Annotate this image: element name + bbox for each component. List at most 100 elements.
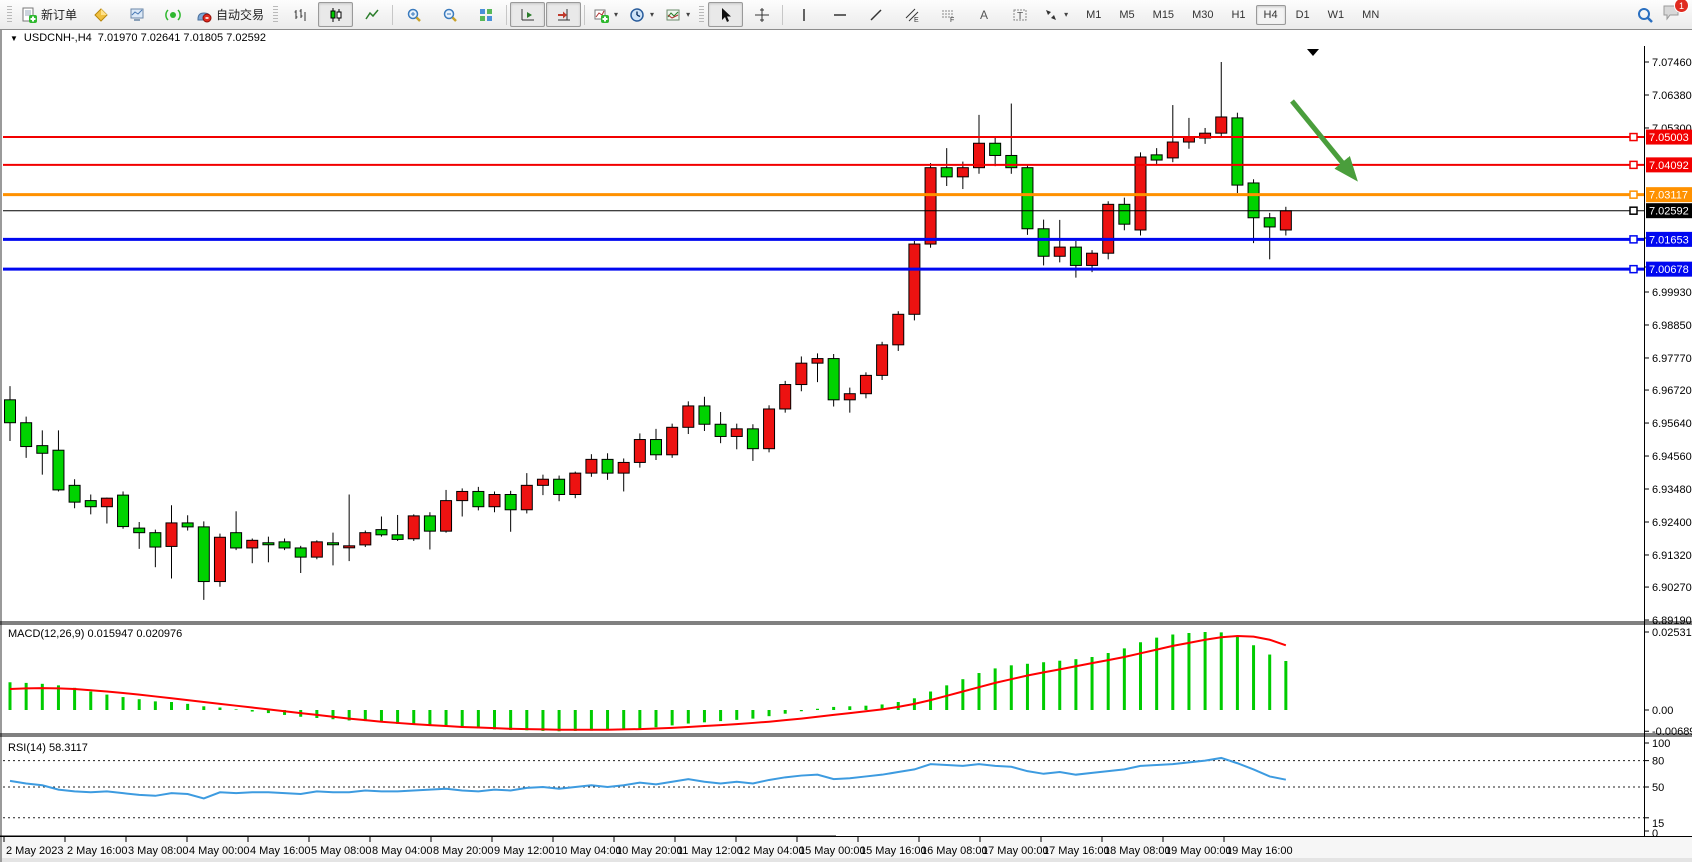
text-button[interactable]: A [966, 2, 1001, 27]
level-line-anchor[interactable] [1629, 206, 1638, 215]
auto-trading-label: 自动交易 [216, 8, 265, 22]
timeframe-button-D1[interactable]: D1 [1295, 8, 1310, 21]
candle-down [1263, 217, 1276, 228]
toolbar-grip[interactable] [7, 5, 12, 24]
tile-windows-button[interactable] [468, 2, 503, 27]
periods-button[interactable]: ▾ [624, 2, 659, 27]
monitor-icon [129, 7, 145, 23]
time-axis-label: 15 May 00:00 [799, 845, 866, 857]
chart-collapse-icon[interactable]: ▼ [10, 33, 18, 43]
candle-up [811, 358, 824, 364]
price-flag [1646, 129, 1692, 145]
toolbar-grip[interactable] [699, 5, 705, 24]
indicators-caret-icon[interactable]: ▾ [614, 10, 619, 19]
time-axis[interactable]: 2 May 2023 2 May 16:00 3 May 08:00 4 May 00… [3, 836, 1293, 857]
level-line-anchor[interactable] [1629, 235, 1638, 244]
chart-shift-button[interactable] [546, 2, 582, 27]
notifications-button[interactable]: 1 [1662, 0, 1689, 26]
fibonacci-button[interactable]: F [930, 2, 965, 27]
rsi-axis-label: 80 [1652, 756, 1664, 768]
candle-up [246, 539, 259, 549]
rsi-label: RSI(14) 58.3117 [8, 742, 88, 754]
horizontal-line-button[interactable] [822, 2, 857, 27]
trendline-button[interactable] [858, 2, 893, 27]
chart-shift-icon [556, 7, 572, 23]
rsi-axis-label: 0 [1652, 828, 1658, 840]
vertical-line-button[interactable] [786, 2, 821, 27]
svg-text:E: E [914, 17, 919, 23]
channel-button[interactable]: E [894, 2, 929, 27]
candle-down [375, 529, 388, 536]
timeframe-button-H1[interactable]: H1 [1231, 8, 1246, 21]
zoom-out-button[interactable] [432, 2, 467, 27]
bar-chart-icon [292, 7, 308, 23]
candle-up [359, 532, 372, 546]
bar-chart-button[interactable] [282, 2, 317, 27]
new-order-button[interactable]: 新订单 [16, 2, 82, 27]
candle-down [1069, 246, 1082, 266]
candle-up [859, 374, 872, 395]
time-axis-label: 11 May 12:00 [677, 845, 743, 857]
level-line-anchor[interactable] [1629, 160, 1638, 170]
time-axis-label: 15 May 16:00 [860, 845, 927, 857]
candle-up [973, 142, 985, 169]
price-flag [1646, 261, 1692, 277]
candlestick-chart-button[interactable] [318, 2, 354, 27]
candle-up [100, 497, 113, 508]
signals-button[interactable] [155, 2, 190, 27]
line-chart-button[interactable] [354, 2, 389, 27]
periods-caret-icon[interactable]: ▾ [650, 10, 655, 19]
level-line-anchor[interactable] [1629, 190, 1638, 199]
time-axis-label: 5 May 08:00 [311, 845, 372, 857]
timeframe-button-M30[interactable]: M30 [1192, 8, 1214, 21]
line-chart-icon [364, 7, 380, 23]
macd-axis-label: 0.00 [1652, 705, 1673, 717]
toolbar-grip[interactable] [273, 5, 279, 24]
level-line-anchor[interactable] [1629, 264, 1638, 274]
time-axis-label: 10 May 20:00 [616, 845, 683, 857]
candle-down [117, 494, 130, 528]
candle-up [779, 384, 792, 410]
timeframe-button-MN[interactable]: MN [1362, 8, 1380, 21]
indicators-button[interactable]: ▾ [588, 2, 623, 27]
window-left-edge [0, 46, 2, 862]
price-axis-label: 6.99930 [1652, 287, 1692, 299]
timeframe-button-M15[interactable]: M15 [1152, 8, 1175, 21]
timeframe-button-W1[interactable]: W1 [1327, 8, 1345, 21]
time-axis-strip [0, 837, 1692, 862]
crosshair-button[interactable] [744, 2, 779, 27]
svg-text:T: T [1017, 11, 1023, 22]
market-watch-button[interactable] [119, 2, 154, 27]
profiles-button[interactable] [83, 2, 118, 27]
chart-symbol-period: USDCNH-,H4 [23, 32, 92, 44]
text-label-button[interactable]: T [1002, 2, 1037, 27]
arrows-caret-icon[interactable]: ▾ [1064, 10, 1069, 19]
candlestick-icon [328, 7, 344, 23]
templates-caret-icon[interactable]: ▾ [686, 10, 691, 19]
time-axis-label: 3 May 08:00 [128, 845, 189, 857]
timeframe-button-M5[interactable]: M5 [1119, 8, 1135, 21]
timeframe-button-H4[interactable]: H4 [1255, 4, 1286, 25]
candle-down [181, 522, 194, 528]
price-axis-label: 6.93480 [1652, 484, 1692, 496]
time-axis-label: 17 May 16:00 [1043, 845, 1110, 857]
auto-trading-button[interactable]: 自动交易 [191, 2, 269, 27]
timeframe-button-M1[interactable]: M1 [1086, 8, 1102, 21]
arrows-button[interactable]: ▾ [1038, 2, 1073, 27]
auto-scroll-button[interactable] [510, 2, 546, 27]
price-axis-label: 6.98850 [1652, 320, 1692, 332]
level-line-anchor[interactable] [1629, 132, 1638, 142]
chart-canvas[interactable]: 7.074607.063807.053007.020907.010106.999… [0, 46, 1692, 862]
candle-up [310, 541, 323, 558]
templates-button[interactable]: ▾ [660, 2, 695, 27]
arrow-annotation[interactable] [1290, 99, 1358, 182]
price-flag [1646, 187, 1692, 203]
candle-up [666, 426, 679, 456]
chart-shift-marker[interactable] [1307, 49, 1319, 56]
candle-up [407, 515, 420, 540]
candle-up [1053, 246, 1066, 257]
candle-up [795, 362, 808, 386]
cursor-button[interactable] [708, 2, 744, 27]
zoom-in-button[interactable] [396, 2, 431, 27]
search-icon[interactable] [1636, 6, 1654, 24]
